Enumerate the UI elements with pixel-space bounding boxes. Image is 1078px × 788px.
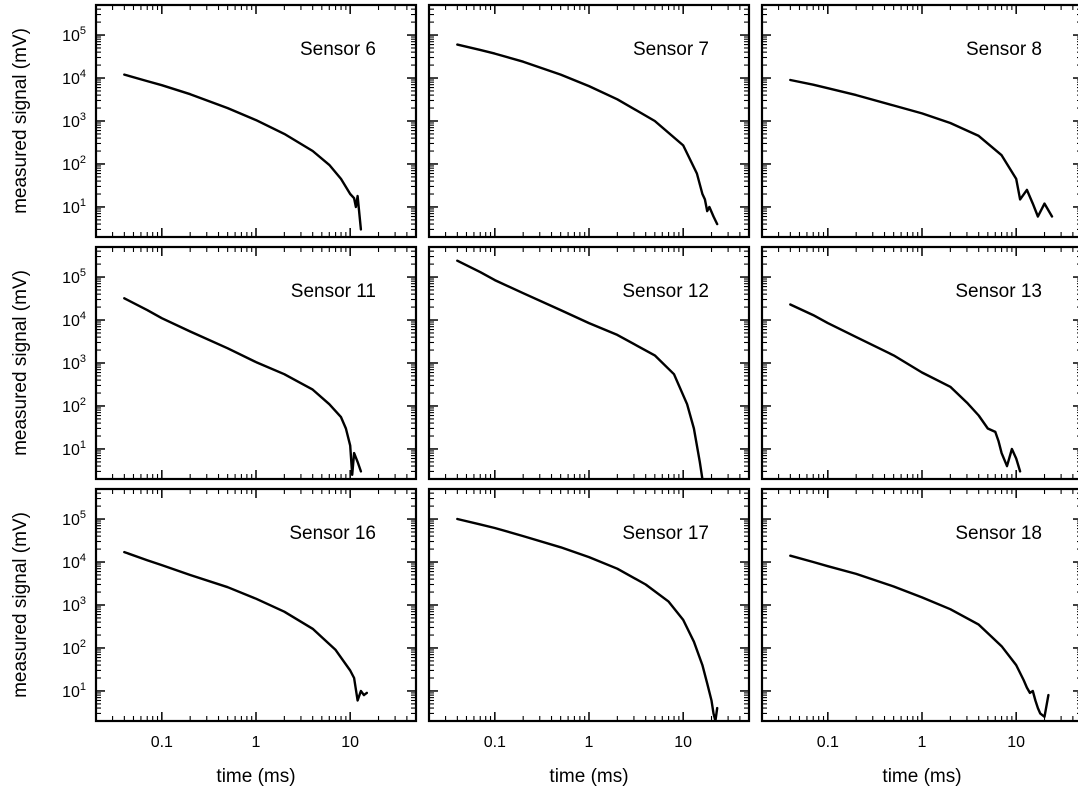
panel-1: 101 102 103 104 105 Sensor 6 [62, 3, 418, 239]
panel-title: Sensor 16 [289, 523, 376, 544]
signal-trace [789, 554, 1050, 718]
panel-frame [760, 487, 1078, 723]
panel-title: Sensor 13 [955, 281, 1042, 302]
y-tick-label: 105 [62, 267, 86, 287]
y-tick-label: 102 [62, 638, 86, 658]
y-tick-label: 104 [62, 552, 86, 572]
signal-trace [456, 259, 704, 479]
panel-title: Sensor 12 [622, 281, 709, 302]
panel-2: Sensor 7 [427, 3, 751, 239]
x-tick-label: 0.1 [484, 734, 506, 751]
x-axis-title-col-2: time (ms) [549, 766, 628, 787]
panel-5: Sensor 12 [427, 245, 751, 481]
x-axis-title-col-1: time (ms) [216, 766, 295, 787]
y-tick-label: 103 [62, 595, 86, 615]
panel-title: Sensor 8 [966, 39, 1042, 60]
panel-9: 0.1 1 10 Sensor 18 [760, 487, 1078, 751]
x-tick-label: 10 [674, 734, 692, 751]
x-axis-title-col-3: time (ms) [882, 766, 961, 787]
x-tick-label: 1 [585, 734, 594, 751]
x-tick-label: 1 [918, 734, 927, 751]
signal-trace [789, 303, 1022, 473]
panel-3: Sensor 8 [760, 3, 1078, 239]
y-tick-label: 104 [62, 68, 86, 88]
panel-frame [427, 245, 751, 481]
panel-title: Sensor 7 [633, 39, 709, 60]
panel-frame [760, 3, 1078, 239]
signal-trace [456, 43, 719, 226]
panel-title: Sensor 6 [300, 39, 376, 60]
panel-8: 0.1 1 10 Sensor 17 [427, 487, 751, 751]
y-axis-title-row-2: measured signal (mV) [10, 270, 31, 456]
panel-frame [94, 487, 418, 723]
panel-frame [94, 3, 418, 239]
panel-frame [427, 487, 751, 723]
y-tick-label: 105 [62, 509, 86, 529]
y-tick-label: 103 [62, 353, 86, 373]
y-tick-label: 103 [62, 111, 86, 131]
x-tick-label: 0.1 [151, 734, 173, 751]
panel-4: 101 102 103 104 105 Sensor 11 [62, 245, 418, 481]
y-tick-label: 102 [62, 396, 86, 416]
y-tick-label: 105 [62, 25, 86, 45]
panel-title: Sensor 17 [622, 523, 709, 544]
x-tick-label: 10 [1007, 734, 1025, 751]
panel-title: Sensor 11 [291, 281, 376, 302]
y-tick-label: 101 [62, 439, 86, 459]
panel-6: Sensor 13 [760, 245, 1078, 481]
signal-trace [123, 550, 368, 702]
x-tick-label: 10 [341, 734, 359, 751]
y-tick-label: 104 [62, 310, 86, 330]
signal-trace [456, 517, 719, 721]
x-tick-label: 0.1 [817, 734, 839, 751]
signal-trace [123, 73, 363, 231]
signal-trace [789, 78, 1054, 218]
y-axis-title-row-1: measured signal (mV) [10, 28, 31, 214]
signal-trace [123, 297, 363, 476]
y-tick-label: 101 [62, 197, 86, 217]
panel-7: 101 102 103 104 105 0.1 1 10 Sensor 16 [62, 487, 418, 751]
x-tick-label: 1 [252, 734, 261, 751]
y-axis-title-row-3: measured signal (mV) [10, 512, 31, 698]
panel-frame [94, 245, 418, 481]
panel-title: Sensor 18 [955, 523, 1042, 544]
panel-frame [760, 245, 1078, 481]
y-tick-label: 101 [62, 681, 86, 701]
y-tick-label: 102 [62, 154, 86, 174]
panel-frame [427, 3, 751, 239]
